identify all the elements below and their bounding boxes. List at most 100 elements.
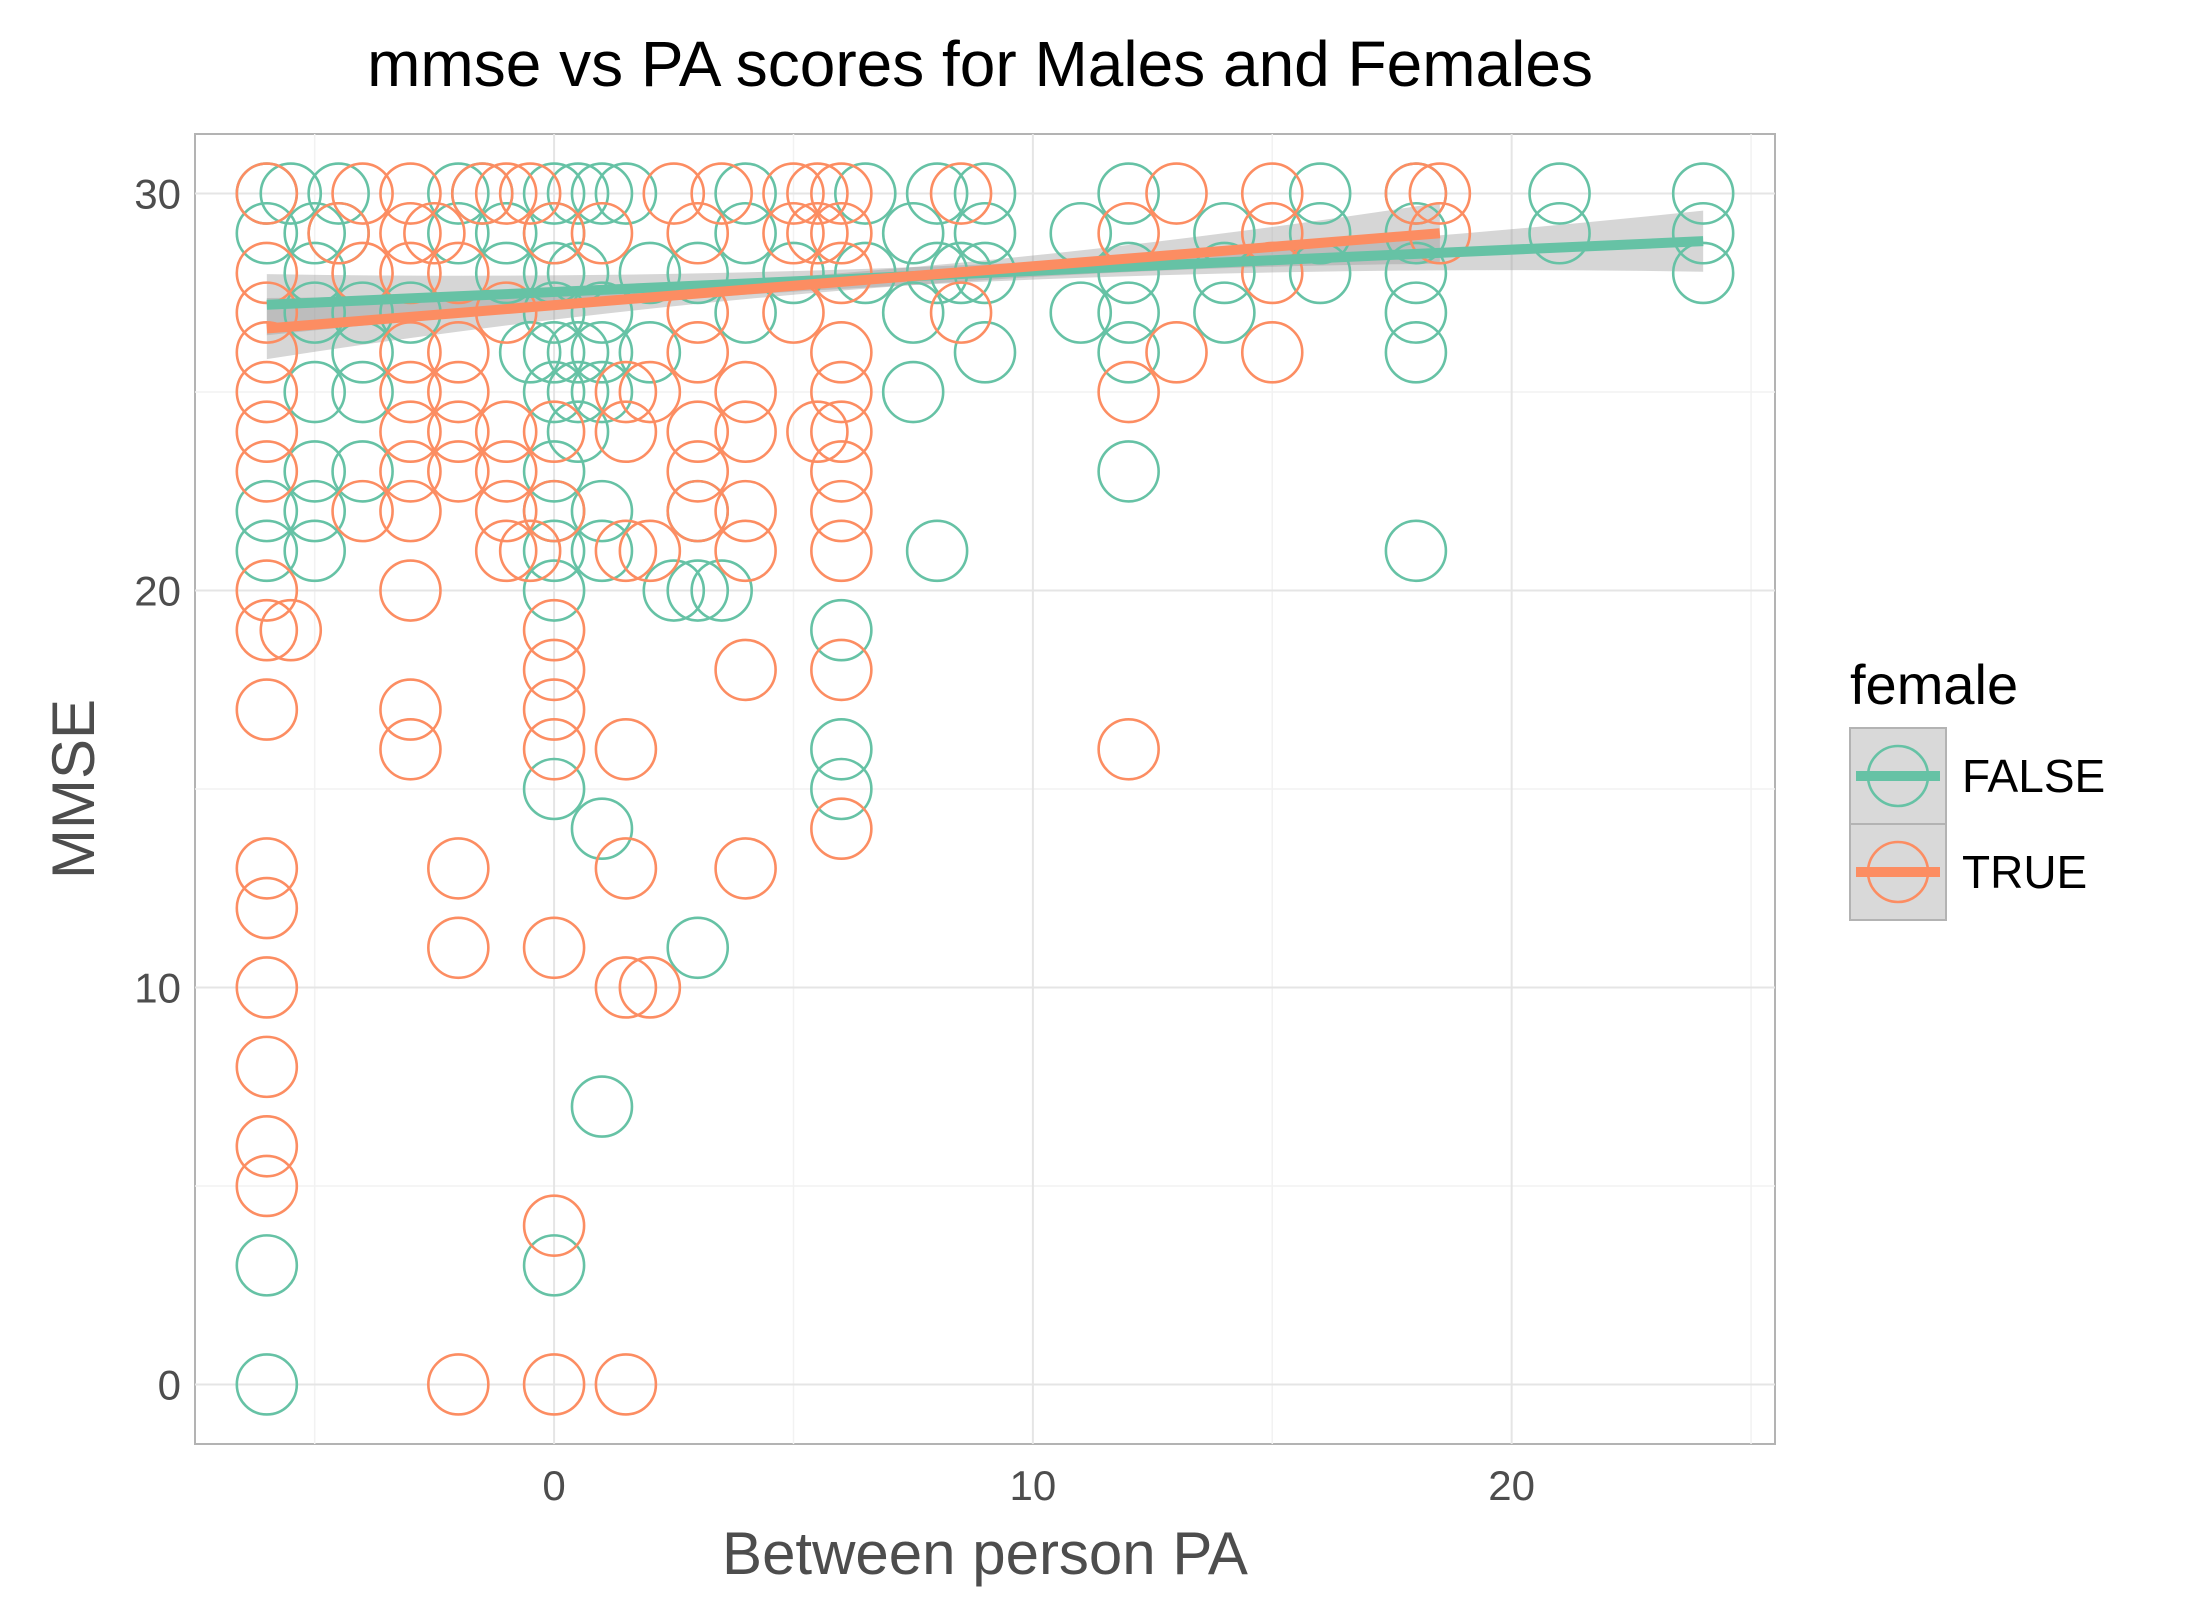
legend-label: TRUE (1962, 846, 2087, 898)
data-point (235, 162, 299, 225)
data-point (810, 400, 873, 464)
data-point (714, 837, 777, 900)
x-tick-label: 0 (542, 1462, 565, 1509)
data-point (666, 440, 730, 503)
data-point (810, 241, 873, 305)
x-axis-title: Between person PA (722, 1520, 1248, 1587)
data-point (235, 1234, 299, 1297)
data-point (642, 559, 706, 622)
data-point (474, 519, 538, 583)
data-point (810, 519, 873, 583)
y-tick-label: 0 (158, 1361, 181, 1408)
x-tick-label: 20 (1488, 1462, 1535, 1509)
data-point (522, 1194, 586, 1257)
y-axis-ticks: 0 10 20 30 (134, 171, 181, 1409)
data-point (235, 519, 299, 583)
data-point (1097, 440, 1160, 503)
data-point (1097, 321, 1160, 384)
data-point (522, 718, 586, 781)
data-point (594, 519, 658, 583)
data-point (594, 956, 658, 1019)
data-point (690, 559, 753, 622)
data-point (379, 321, 442, 384)
data-point (379, 201, 442, 265)
data-point (1145, 321, 1208, 384)
data-point (379, 360, 442, 424)
data-point (810, 360, 873, 424)
data-point (666, 321, 730, 384)
data-point (474, 162, 538, 225)
data-point (546, 360, 610, 424)
data-point (1408, 162, 1472, 225)
data-point (379, 479, 442, 543)
data-point (474, 479, 538, 543)
data-point (762, 162, 825, 225)
data-point (522, 360, 586, 424)
data-point (666, 400, 730, 464)
data-point (235, 678, 299, 741)
data-point (1671, 201, 1735, 265)
data-point (235, 1035, 299, 1099)
trend-lines (266, 228, 1704, 334)
data-point (235, 837, 299, 900)
data-point (522, 321, 586, 384)
data-point (714, 360, 777, 424)
data-point (594, 718, 658, 781)
data-point (498, 321, 562, 384)
data-point (618, 956, 682, 1019)
data-point (714, 162, 777, 225)
data-point (1384, 162, 1448, 225)
data-point (522, 757, 586, 821)
data-point (594, 837, 658, 900)
legend-keys: FALSE TRUE (1849, 727, 2105, 921)
data-point (235, 559, 299, 622)
data-point (331, 162, 394, 225)
data-point (522, 598, 586, 662)
data-point (259, 162, 323, 225)
data-point (235, 400, 299, 464)
data-point (235, 321, 299, 384)
data-point (522, 559, 586, 622)
data-point (235, 360, 299, 424)
data-point (618, 519, 682, 583)
data-point (810, 479, 873, 543)
data-point (714, 519, 777, 583)
data-point (1528, 162, 1591, 225)
data-point (570, 519, 634, 583)
data-point (427, 837, 490, 900)
y-tick-label: 20 (134, 568, 181, 615)
data-point (666, 559, 730, 622)
data-point (929, 281, 993, 344)
data-point (1528, 201, 1591, 265)
data-point (235, 1353, 299, 1416)
data-point (546, 162, 610, 225)
data-point (522, 1353, 586, 1416)
data-point (642, 162, 706, 225)
data-point (235, 1114, 299, 1178)
data-point (594, 1353, 658, 1416)
data-point (235, 876, 299, 940)
major-gridlines (195, 134, 1775, 1444)
data-point (570, 360, 634, 424)
data-point (235, 598, 299, 662)
data-point (1097, 241, 1160, 305)
data-point (881, 360, 945, 424)
data-point (1384, 519, 1448, 583)
data-point (618, 321, 682, 384)
data-point (474, 400, 538, 464)
data-point (235, 201, 299, 265)
data-point (810, 757, 873, 821)
data-point (522, 638, 586, 702)
data-point (714, 201, 777, 265)
data-point (905, 519, 969, 583)
data-point (283, 360, 346, 424)
data-point (474, 201, 538, 265)
data-point (1097, 281, 1160, 344)
data-point (283, 281, 346, 344)
data-point (953, 321, 1017, 384)
data-point (522, 479, 586, 543)
data-point (762, 201, 825, 265)
data-point (474, 440, 538, 503)
data-point (235, 281, 299, 344)
data-point (379, 559, 442, 622)
